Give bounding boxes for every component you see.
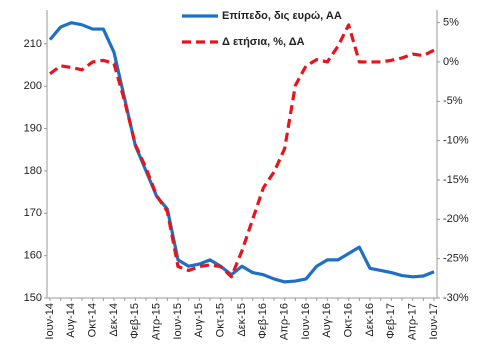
x-tick-label: Ιουν-15 [172, 303, 184, 340]
y2-tick-label: -10% [443, 135, 469, 147]
x-tick-label: Δεκ-14 [108, 303, 120, 337]
series-line [49, 23, 435, 279]
y-tick-label: 150 [24, 292, 42, 304]
x-tick-label: Ιουν-17 [428, 303, 440, 340]
y2-tick-label: -15% [443, 174, 469, 186]
y2-tick-label: -30% [443, 292, 469, 304]
y2-tick-label: -5% [443, 95, 463, 107]
x-tick-label: Οκτ-15 [215, 303, 227, 337]
y-tick-label: 180 [24, 165, 42, 177]
x-tick-label: Δεκ-16 [364, 303, 376, 337]
x-tick-label: Οκτ-14 [87, 303, 99, 337]
x-tick-label: Ιουν-16 [300, 303, 312, 340]
x-tick-label: Απρ-16 [279, 303, 291, 340]
y2-tick-label: 0% [443, 56, 459, 68]
x-tick-label: Φεβ-17 [385, 303, 397, 339]
legend-label: Δ ετήσια, %, ΔΑ [222, 36, 305, 48]
y-tick-label: 170 [24, 207, 42, 219]
x-tick-label: Φεβ-16 [257, 303, 269, 339]
x-tick-label: Απρ-17 [407, 303, 419, 340]
y-tick-label: 190 [24, 122, 42, 134]
x-tick-label: Αυγ-16 [321, 303, 333, 338]
legend-label: Επίπεδο, δις ευρώ, ΑΑ [222, 10, 342, 22]
x-tick-label: Οκτ-16 [343, 303, 355, 337]
y-tick-label: 200 [24, 80, 42, 92]
y2-tick-label: -20% [443, 213, 469, 225]
x-tick-label: Αυγ-14 [65, 303, 77, 338]
x-tick-label: Αυγ-15 [193, 303, 205, 338]
y2-tick-label: -25% [443, 253, 469, 265]
y-tick-label: 210 [24, 38, 42, 50]
y2-tick-label: 5% [443, 16, 459, 28]
series-line [48, 21, 435, 284]
x-tick-label: Ιουν-14 [44, 303, 56, 340]
x-tick-label: Απρ-15 [151, 303, 163, 340]
x-tick-label: Δεκ-15 [236, 303, 248, 337]
y-tick-label: 160 [24, 250, 42, 262]
x-tick-label: Φεβ-15 [129, 303, 141, 339]
